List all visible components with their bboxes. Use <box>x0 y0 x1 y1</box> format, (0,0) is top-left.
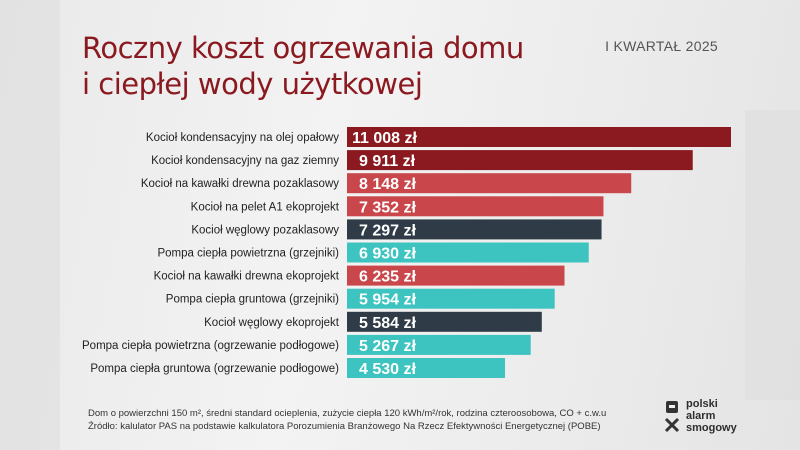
category-label: Kocioł węglowy pozaklasowy <box>191 224 339 236</box>
bar <box>347 358 506 378</box>
value-label: 7 352 zł <box>359 199 416 216</box>
background-shape <box>745 110 800 400</box>
category-label: Kocioł węglowy ekoprojekt <box>204 317 340 329</box>
value-label: 6 235 zł <box>359 269 416 286</box>
bar-chart: Kocioł kondensacyjny na olej opałowy 11 0… <box>82 127 731 378</box>
category-label: Kocioł na kawałki drewna ekoprojekt <box>154 271 340 283</box>
value-label: 9 911 zł <box>359 153 416 170</box>
value-label: 5 954 zł <box>359 292 416 309</box>
value-label: 5 267 zł <box>359 338 416 355</box>
bar <box>347 242 589 263</box>
value-label: 7 297 zł <box>359 222 416 239</box>
category-label: Pompa ciepła powietrzna (grzejniki) <box>157 248 339 260</box>
value-label: 6 930 zł <box>359 246 416 263</box>
footnote-line-1: Dom o powierzchni 150 m², średni standar… <box>88 408 607 419</box>
title-line-2: i ciepłej wody użytkowej <box>82 67 423 101</box>
source-line: Źródło: kalulator PAS na podstawie kalku… <box>88 421 601 432</box>
category-label: Pompa ciepła powietrzna (ogrzewanie podł… <box>82 340 339 352</box>
category-label: Kocioł na kawałki drewna pozaklasowy <box>141 178 339 190</box>
category-label: Pompa ciepła gruntowa (grzejniki) <box>166 294 339 306</box>
bar <box>347 265 565 286</box>
logo-text: smogowy <box>686 422 737 434</box>
bar <box>347 334 531 355</box>
category-label: Pompa ciepła gruntowa (ogrzewanie podłog… <box>90 363 339 375</box>
category-label: Kocioł na pelet A1 ekoprojekt <box>191 201 340 213</box>
category-label: Kocioł kondensacyjny na gaz ziemny <box>151 155 339 167</box>
value-label: 5 584 zł <box>359 315 416 332</box>
footnote: Dom o powierzchni 150 m², średni standar… <box>88 407 606 433</box>
title-line-1: Roczny koszt ogrzewania domu <box>82 31 524 65</box>
bar <box>347 288 555 309</box>
logo-text: alarm <box>686 410 716 422</box>
value-label: 11 008 zł <box>352 130 418 147</box>
bar <box>347 219 602 240</box>
logo-mask-icon <box>664 401 680 433</box>
bar <box>347 173 632 194</box>
bar <box>347 127 731 147</box>
category-label: Kocioł kondensacyjny na olej opałowy <box>146 132 339 144</box>
background-shape <box>0 0 60 450</box>
logo-text: polski <box>686 398 718 410</box>
bar <box>347 196 604 217</box>
value-label: 8 148 zł <box>359 176 416 193</box>
bar <box>347 150 693 171</box>
bar <box>347 311 542 332</box>
period-label: I KWARTAŁ 2025 <box>605 38 718 54</box>
chart-title: Roczny koszt ogrzewania domu i ciepłej w… <box>82 30 524 102</box>
value-label: 4 530 zł <box>359 361 416 378</box>
logo: polski alarm smogowy <box>664 398 737 434</box>
